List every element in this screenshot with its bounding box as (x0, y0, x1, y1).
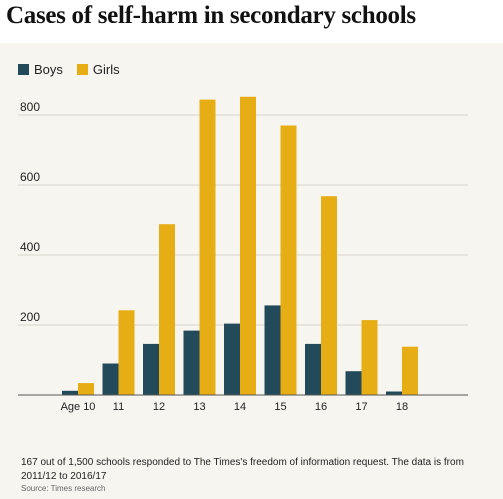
x-tick-label-7: 17 (355, 401, 367, 413)
legend-label-girls: Girls (92, 62, 120, 77)
bar-boys-5 (264, 305, 281, 395)
bar-boys-2 (143, 343, 159, 395)
bar-girls-2 (159, 224, 175, 395)
x-tick-label-6: 16 (315, 401, 327, 413)
footnote: 167 out of 1,500 schools responded to Th… (21, 457, 464, 482)
bar-boys-3 (183, 330, 200, 395)
bar-girls-1 (118, 310, 135, 395)
bar-boys-0 (62, 390, 78, 395)
bar-girls-5 (280, 125, 297, 395)
x-tick-label-5: 15 (274, 401, 286, 413)
bar-boys-1 (102, 363, 119, 395)
x-tick-label-0: Age 10 (61, 401, 96, 413)
x-tick-label-8: 18 (396, 401, 408, 413)
bar-girls-8 (402, 346, 418, 395)
bar-girls-7 (361, 320, 378, 395)
legend-item-girls: Girls (76, 62, 120, 77)
x-tick-label-1: 11 (113, 401, 124, 413)
legend-label-boys: Boys (34, 62, 63, 77)
bar-girls-6 (321, 196, 337, 395)
bar-girls-4 (240, 96, 256, 396)
legend-item-boys: Boys (18, 62, 63, 77)
chart-title: Cases of self-harm in secondary schools (6, 2, 416, 29)
bar-girls-0 (78, 383, 94, 395)
x-tick-label-4: 14 (234, 401, 246, 413)
x-tick-label-2: 12 (153, 401, 165, 413)
bar-girls-3 (199, 99, 216, 395)
x-tick-label-3: 13 (193, 401, 205, 413)
y-tick-label-200: 200 (20, 310, 40, 324)
bar-boys-6 (305, 343, 321, 395)
bar-boys-7 (345, 371, 362, 395)
y-tick-label-800: 800 (20, 100, 40, 114)
y-tick-label-400: 400 (20, 240, 40, 254)
legend-swatch-girls (76, 64, 88, 75)
source-note: Source: Times research (21, 484, 106, 493)
legend: Boys Girls (18, 62, 134, 77)
y-tick-label-600: 600 (20, 170, 40, 184)
bar-boys-8 (386, 391, 402, 395)
bar-boys-4 (224, 323, 240, 395)
legend-swatch-boys (18, 64, 29, 75)
